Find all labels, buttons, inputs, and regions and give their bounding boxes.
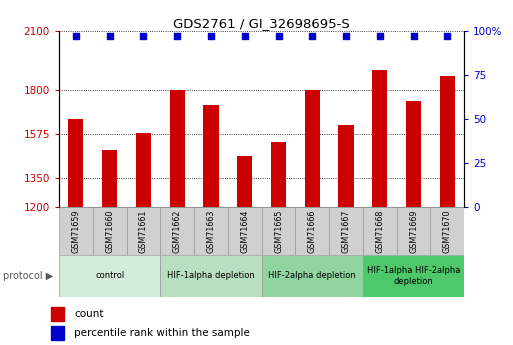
Bar — [93, 207, 127, 255]
Bar — [397, 207, 430, 255]
Bar — [372, 70, 387, 207]
Text: HIF-2alpha depletion: HIF-2alpha depletion — [268, 272, 356, 280]
Bar — [430, 207, 464, 255]
Bar — [160, 207, 194, 255]
Point — [207, 33, 215, 39]
Bar — [363, 207, 397, 255]
Text: GSM71659: GSM71659 — [71, 209, 81, 253]
Bar — [160, 255, 262, 297]
Text: count: count — [74, 309, 104, 319]
Point — [140, 33, 148, 39]
Point — [443, 33, 451, 39]
Bar — [136, 133, 151, 207]
Point — [72, 33, 80, 39]
Point — [173, 33, 181, 39]
Bar — [51, 307, 64, 321]
Point — [106, 33, 114, 39]
Text: control: control — [95, 272, 124, 280]
Bar — [339, 125, 353, 207]
Text: GSM71664: GSM71664 — [240, 209, 249, 253]
Text: GSM71670: GSM71670 — [443, 209, 452, 253]
Bar — [127, 207, 160, 255]
Bar — [68, 119, 84, 207]
Text: GSM71668: GSM71668 — [376, 209, 384, 253]
Bar — [440, 76, 455, 207]
Bar — [59, 255, 160, 297]
Point — [342, 33, 350, 39]
Bar — [102, 150, 117, 207]
Text: GSM71661: GSM71661 — [139, 209, 148, 253]
Text: GSM71666: GSM71666 — [308, 209, 317, 253]
Bar — [329, 207, 363, 255]
Text: GSM71663: GSM71663 — [206, 209, 215, 253]
Text: HIF-1alpha depletion: HIF-1alpha depletion — [167, 272, 255, 280]
Text: GSM71660: GSM71660 — [105, 209, 114, 253]
Bar — [237, 156, 252, 207]
Bar — [203, 105, 219, 207]
Bar — [271, 142, 286, 207]
Point — [409, 33, 418, 39]
Text: HIF-1alpha HIF-2alpha
depletion: HIF-1alpha HIF-2alpha depletion — [367, 266, 460, 286]
Text: percentile rank within the sample: percentile rank within the sample — [74, 328, 250, 338]
Point — [274, 33, 283, 39]
Bar — [59, 207, 93, 255]
Bar — [170, 90, 185, 207]
Bar — [295, 207, 329, 255]
Bar — [262, 255, 363, 297]
Bar — [194, 207, 228, 255]
Bar — [305, 90, 320, 207]
Bar — [51, 326, 64, 339]
Point — [308, 33, 317, 39]
Text: GSM71665: GSM71665 — [274, 209, 283, 253]
Bar — [406, 101, 421, 207]
Text: GSM71669: GSM71669 — [409, 209, 418, 253]
Title: GDS2761 / GI_32698695-S: GDS2761 / GI_32698695-S — [173, 17, 350, 30]
Point — [241, 33, 249, 39]
Text: GSM71662: GSM71662 — [173, 209, 182, 253]
Point — [376, 33, 384, 39]
Text: GSM71667: GSM71667 — [342, 209, 350, 253]
Bar — [262, 207, 295, 255]
Bar — [228, 207, 262, 255]
Bar — [363, 255, 464, 297]
Text: protocol ▶: protocol ▶ — [3, 271, 53, 281]
